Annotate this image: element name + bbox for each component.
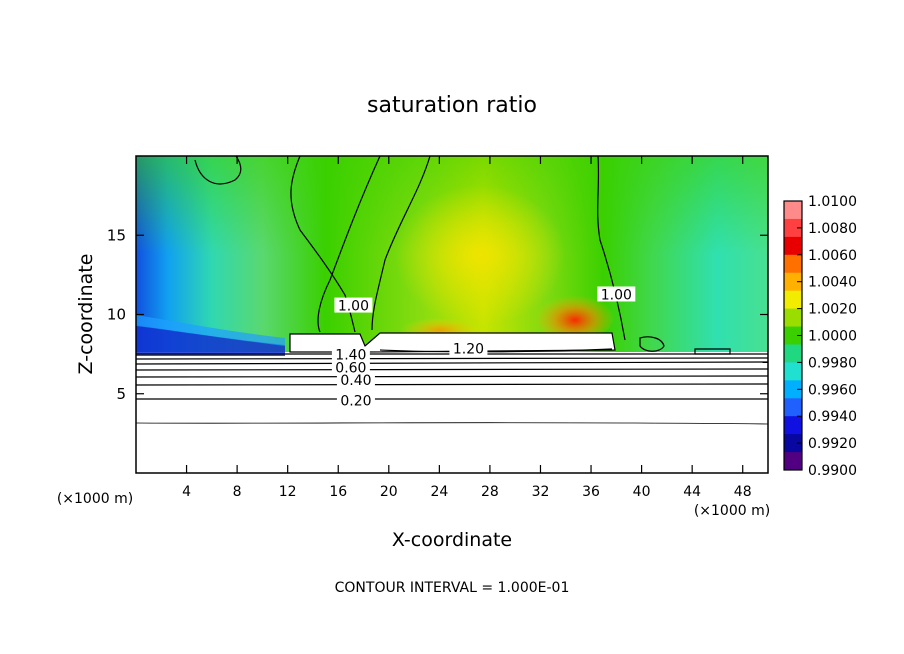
y-axis-label: Z-coordinate (75, 254, 97, 375)
contour-line-3 (136, 375, 768, 378)
colorbar-swatch-6 (784, 308, 802, 328)
colorbar-tick-label-8: 0.9940 (808, 409, 857, 425)
contour-label-5: 1.00 (601, 287, 632, 303)
contour-line-9 (597, 156, 626, 341)
colorbar-swatch-2 (784, 236, 802, 256)
contour-label-0: 0.20 (340, 394, 371, 410)
chart-title: saturation ratio (367, 93, 537, 118)
field-lower-white (136, 352, 768, 473)
x-unit-label-right: (×1000 m) (694, 503, 770, 519)
colorbar-tick-label-9: 0.9920 (808, 436, 857, 452)
contour-line-15 (694, 348, 731, 355)
colorbar: 1.0100 1.0080 1.0060 1.0040 1.0020 1.0000 0.99… (783, 194, 857, 479)
colorbar-tick-label-6: 0.9980 (808, 355, 857, 371)
x-tick-label-2: 12 (279, 484, 297, 500)
contour-label-bg-4 (449, 340, 488, 356)
x-unit-label-left: (×1000 m) (57, 491, 133, 507)
colorbar-swatch-1 (784, 218, 802, 238)
x-tick-label-11: 48 (734, 484, 752, 500)
x-tick-label-3: 16 (329, 484, 347, 500)
colorbar-swatch-14 (784, 452, 802, 471)
contour-label-bg-0 (336, 392, 375, 408)
colorbar-swatch-11 (784, 398, 802, 417)
x-tick-label-4: 20 (380, 484, 398, 500)
x-tick-label-6: 28 (481, 484, 499, 500)
contour-label-1: 0.40 (340, 373, 371, 389)
colorbar-swatch-12 (784, 416, 802, 435)
x-tick-label-8: 36 (582, 484, 600, 500)
contour-line-8 (379, 348, 613, 353)
contour-line-5 (136, 361, 768, 365)
contour-label-3: 1.40 (335, 348, 366, 364)
contour-label-6: 1.00 (338, 299, 369, 315)
field-min-strip (136, 325, 285, 356)
colorbar-swatch-0 (784, 201, 802, 220)
x-axis-label: X-coordinate (392, 529, 512, 551)
colorbar-swatch-9 (784, 362, 802, 381)
colorbar-tick-label-5: 1.0000 (808, 329, 857, 345)
contour-label-bg-6 (334, 297, 373, 313)
colorbar-tick-label-4: 1.0020 (808, 302, 857, 318)
contour-line-10 (290, 156, 356, 333)
contour-line-11 (317, 156, 381, 333)
colorbar-tick-label-1: 1.0080 (808, 221, 857, 237)
contour-lines (136, 156, 768, 425)
colorbar-swatch-3 (784, 254, 802, 274)
contour-line-13 (194, 156, 242, 185)
contour-label-bg-1 (336, 372, 375, 388)
colorbar-swatch-5 (784, 290, 802, 310)
x-tick-label-1: 8 (233, 484, 242, 500)
contour-label-bg-5 (597, 286, 636, 302)
contour-labels: 0.20 0.400.601.40 1.20 1.00 1.00 (331, 286, 636, 410)
colorbar-swatch-13 (784, 434, 802, 453)
field-high-core (395, 185, 565, 325)
colorbar-swatch-10 (784, 380, 802, 399)
y-tick-label-0: 5 (116, 385, 126, 403)
colorbar-tick-label-0: 1.0100 (808, 194, 857, 210)
x-axis: 4 8 12 16 20 24 28 32 36 40 44 48 (182, 156, 752, 500)
heatmap-field (136, 156, 768, 473)
colorbar-tick-label-10: 0.9900 (808, 463, 857, 479)
colorbar-tick-label-2: 1.0060 (808, 248, 857, 264)
contour-line-14 (639, 336, 665, 352)
x-tick-label-5: 24 (430, 484, 448, 500)
x-tick-label-7: 32 (532, 484, 550, 500)
y-tick-label-1: 10 (107, 306, 126, 324)
field-min-strip-edge (136, 315, 285, 346)
contour-line-4 (136, 368, 768, 371)
contour-label-2: 0.60 (335, 360, 366, 376)
x-tick-label-10: 44 (683, 484, 701, 500)
contour-line-6 (136, 357, 768, 360)
contour-line-2 (136, 383, 768, 386)
colorbar-tick-label-7: 0.9960 (808, 382, 857, 398)
colorbar-swatch-4 (784, 272, 802, 292)
contour-line-12 (371, 156, 431, 331)
colorbar-swatch-8 (784, 344, 802, 363)
colorbar-tick-label-3: 1.0040 (808, 275, 857, 291)
y-axis: 5 10 15 (107, 226, 768, 403)
x-tick-label-9: 40 (633, 484, 651, 500)
colorbar-swatch-7 (784, 326, 802, 345)
contour-line-0 (136, 422, 768, 425)
contour-interval-note: CONTOUR INTERVAL = 1.000E-01 (335, 580, 570, 596)
contour-label-bg-3 (331, 346, 370, 362)
field-max-core (535, 290, 615, 340)
y-tick-label-2: 15 (107, 226, 126, 244)
contour-label-4: 1.20 (453, 341, 484, 357)
contour-label-bg-2 (331, 359, 370, 375)
x-tick-label-0: 4 (182, 484, 191, 500)
